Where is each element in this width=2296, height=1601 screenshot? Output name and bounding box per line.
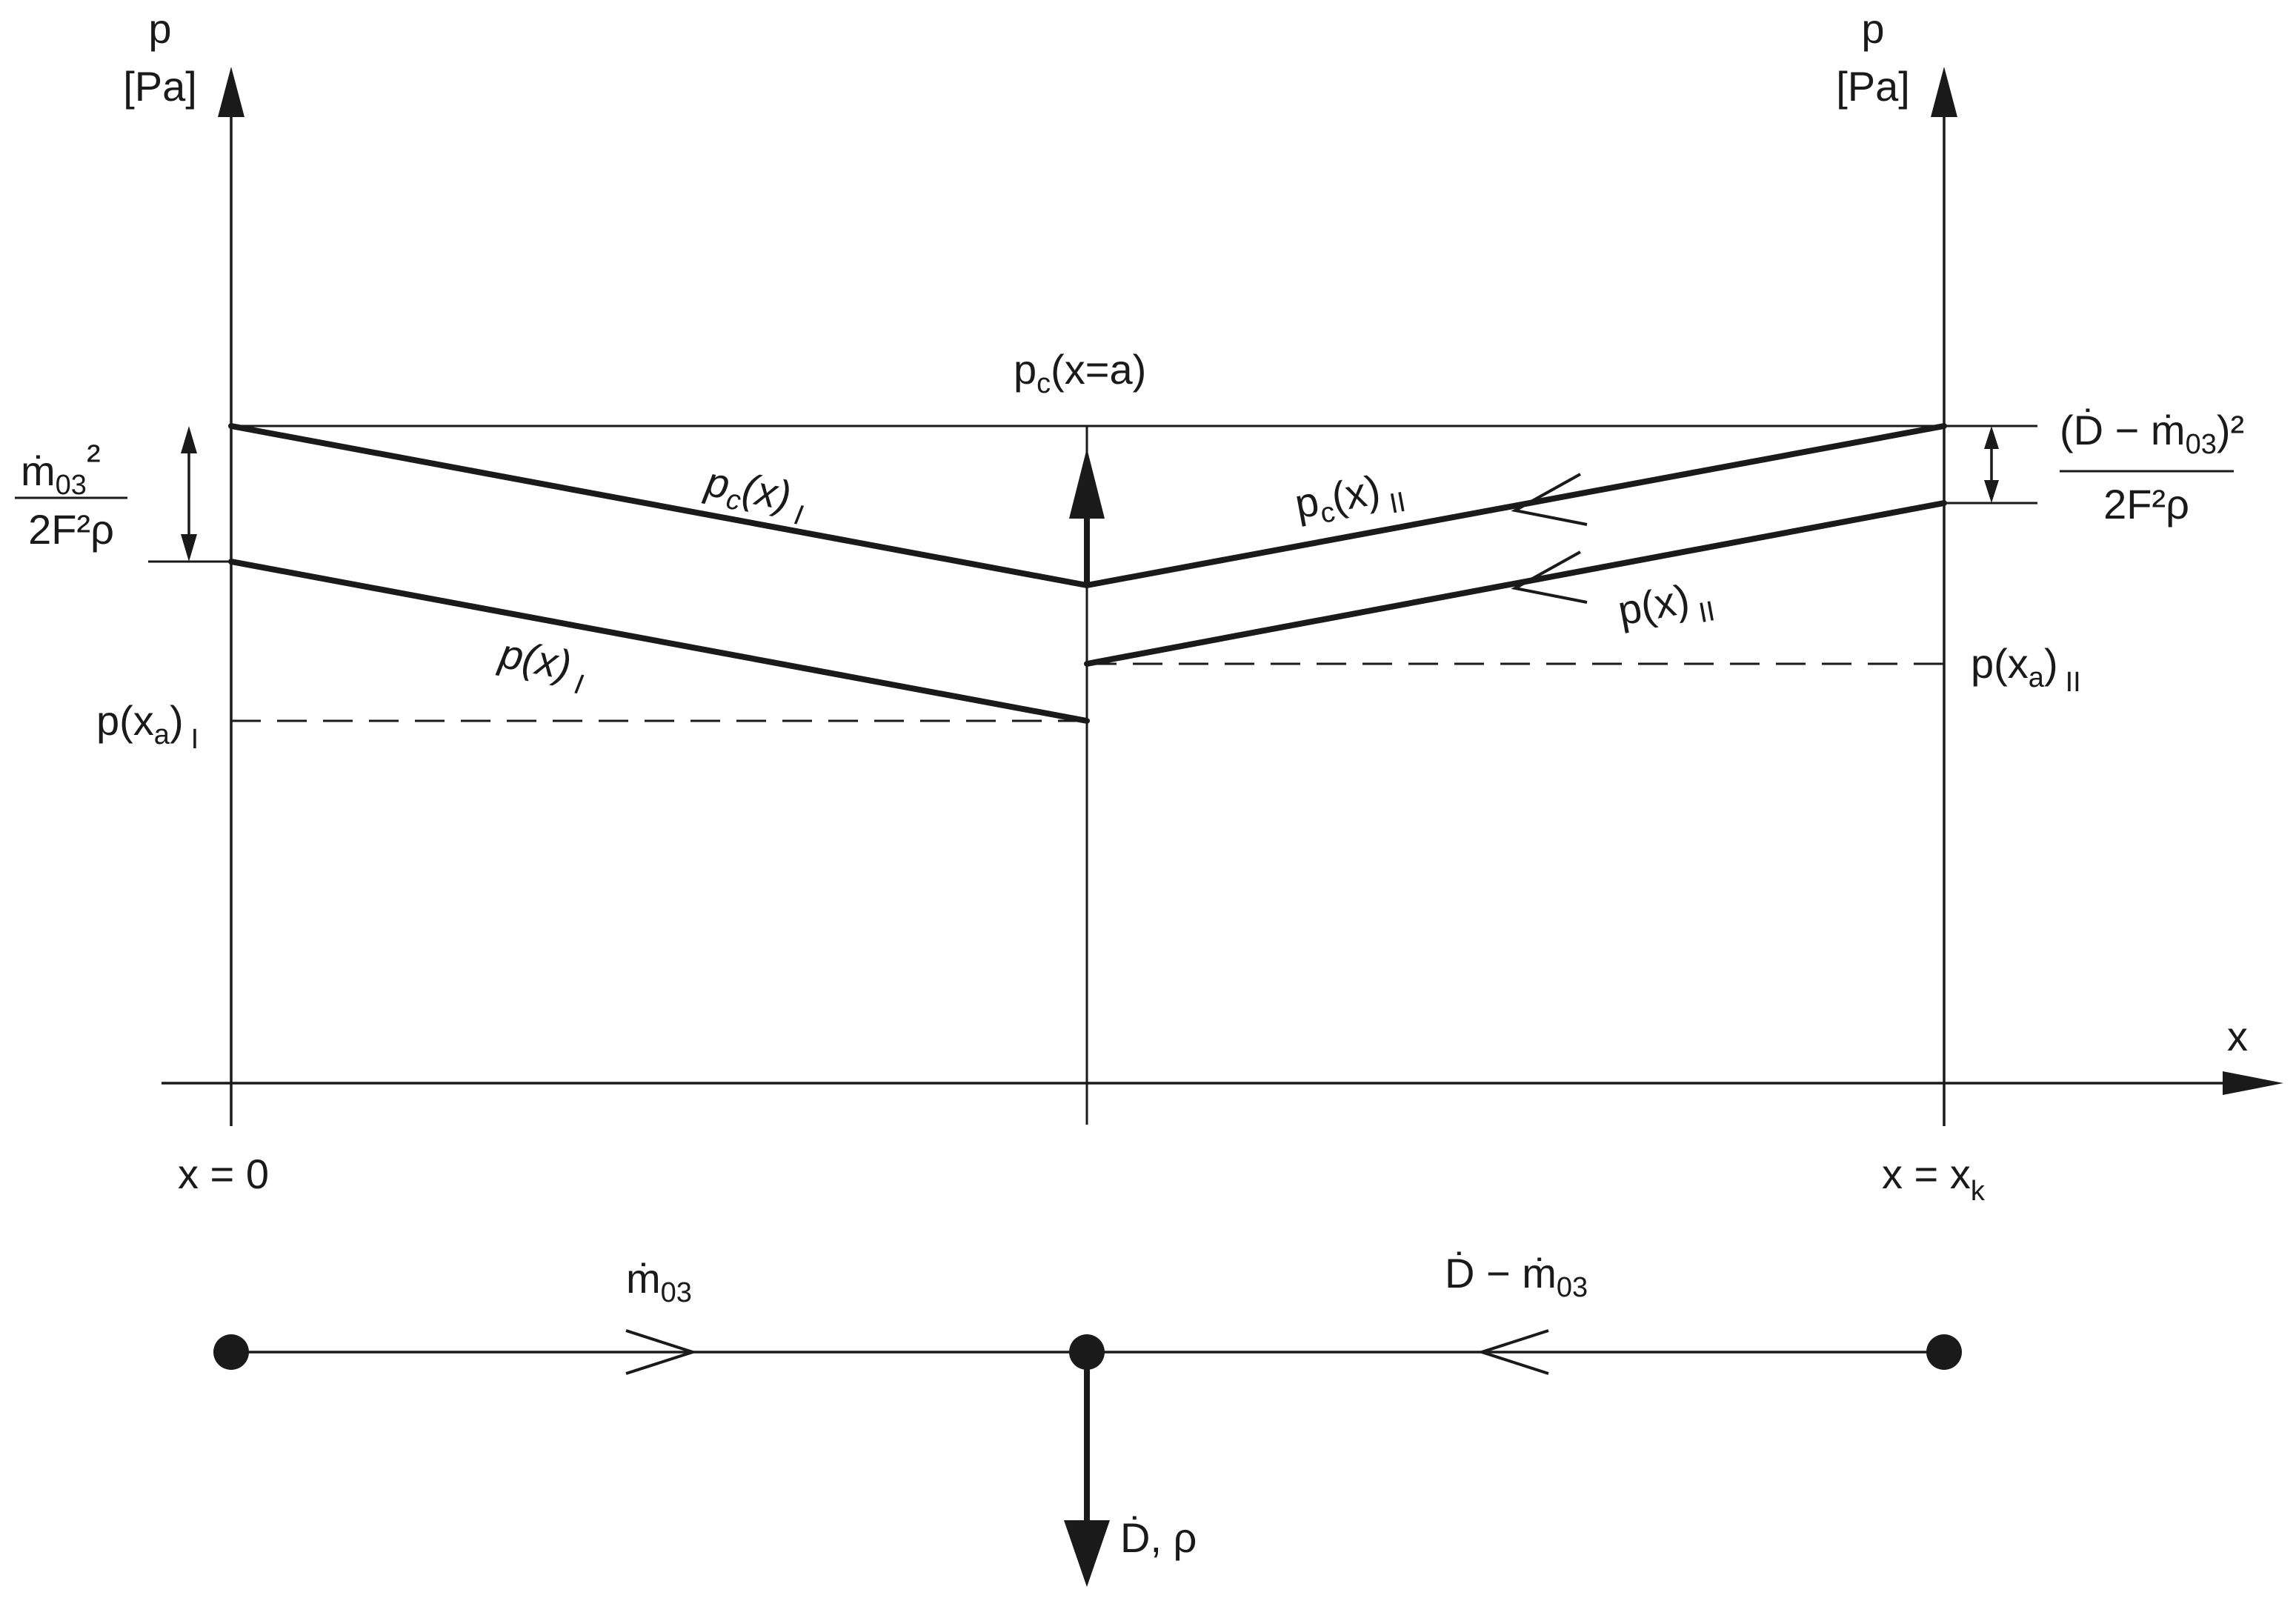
curve-p-II <box>1084 500 1947 667</box>
flow-arrow-p-II <box>1511 550 1588 604</box>
flow-arrow-pc-II <box>1511 473 1588 526</box>
label-p-I: p(x)I <box>493 629 590 700</box>
x-end-label: x = xk <box>1882 1151 1986 1207</box>
label-pc-II: pc(x) II <box>1291 462 1408 536</box>
left-fraction-numerator: ṁ03² <box>21 436 101 501</box>
right-dimension-arrowhead-top <box>1984 426 1999 449</box>
flow-label-right: Ḋ − ṁ03 <box>1445 1250 1588 1303</box>
node-left <box>213 1334 249 1370</box>
flow-label-left: ṁ03 <box>626 1255 692 1308</box>
node-right <box>1926 1334 1962 1370</box>
x-axis-arrowhead <box>2223 1071 2283 1095</box>
right-fraction-numerator: (Ḋ − ṁ03)² <box>2060 407 2244 460</box>
right-p-axis-arrowhead <box>1931 67 1957 117</box>
outflow-label: Ḋ, ρ <box>1120 1514 1197 1561</box>
curve-p-I <box>228 559 1090 724</box>
right-y-axis-label: p <box>1861 5 1884 52</box>
left-dimension-arrowhead-top <box>181 426 197 453</box>
pc-a-jump-arrowhead <box>1069 448 1105 519</box>
label-pc-a: pc(x=a) <box>1014 346 1146 399</box>
flow-arrow-left-branch <box>625 1329 698 1375</box>
label-pxa-I: p(xa) I <box>96 697 199 755</box>
right-y-axis-unit: [Pa] <box>1836 63 1910 110</box>
left-p-axis-arrowhead <box>218 67 244 117</box>
left-y-axis-label: p <box>148 5 171 52</box>
curve-pc-II <box>1084 423 1947 588</box>
left-dimension-arrowhead-bottom <box>181 534 197 562</box>
label-p-II: p(x) II <box>1614 571 1717 644</box>
right-fraction-denominator: 2F²ρ <box>2103 481 2189 527</box>
curve-pc-I <box>228 423 1090 588</box>
left-y-axis-unit: [Pa] <box>123 63 197 110</box>
x-start-label: x = 0 <box>178 1151 269 1197</box>
outflow-arrowhead <box>1064 1520 1110 1587</box>
x-axis-label: x <box>2227 1013 2248 1059</box>
right-dimension-arrowhead-bottom <box>1984 480 1999 503</box>
left-fraction-denominator: 2F²ρ <box>28 506 114 553</box>
label-pxa-II: p(xa) II <box>1971 640 2081 698</box>
flow-arrow-right-branch <box>1477 1329 1549 1375</box>
node-mid <box>1069 1334 1105 1370</box>
